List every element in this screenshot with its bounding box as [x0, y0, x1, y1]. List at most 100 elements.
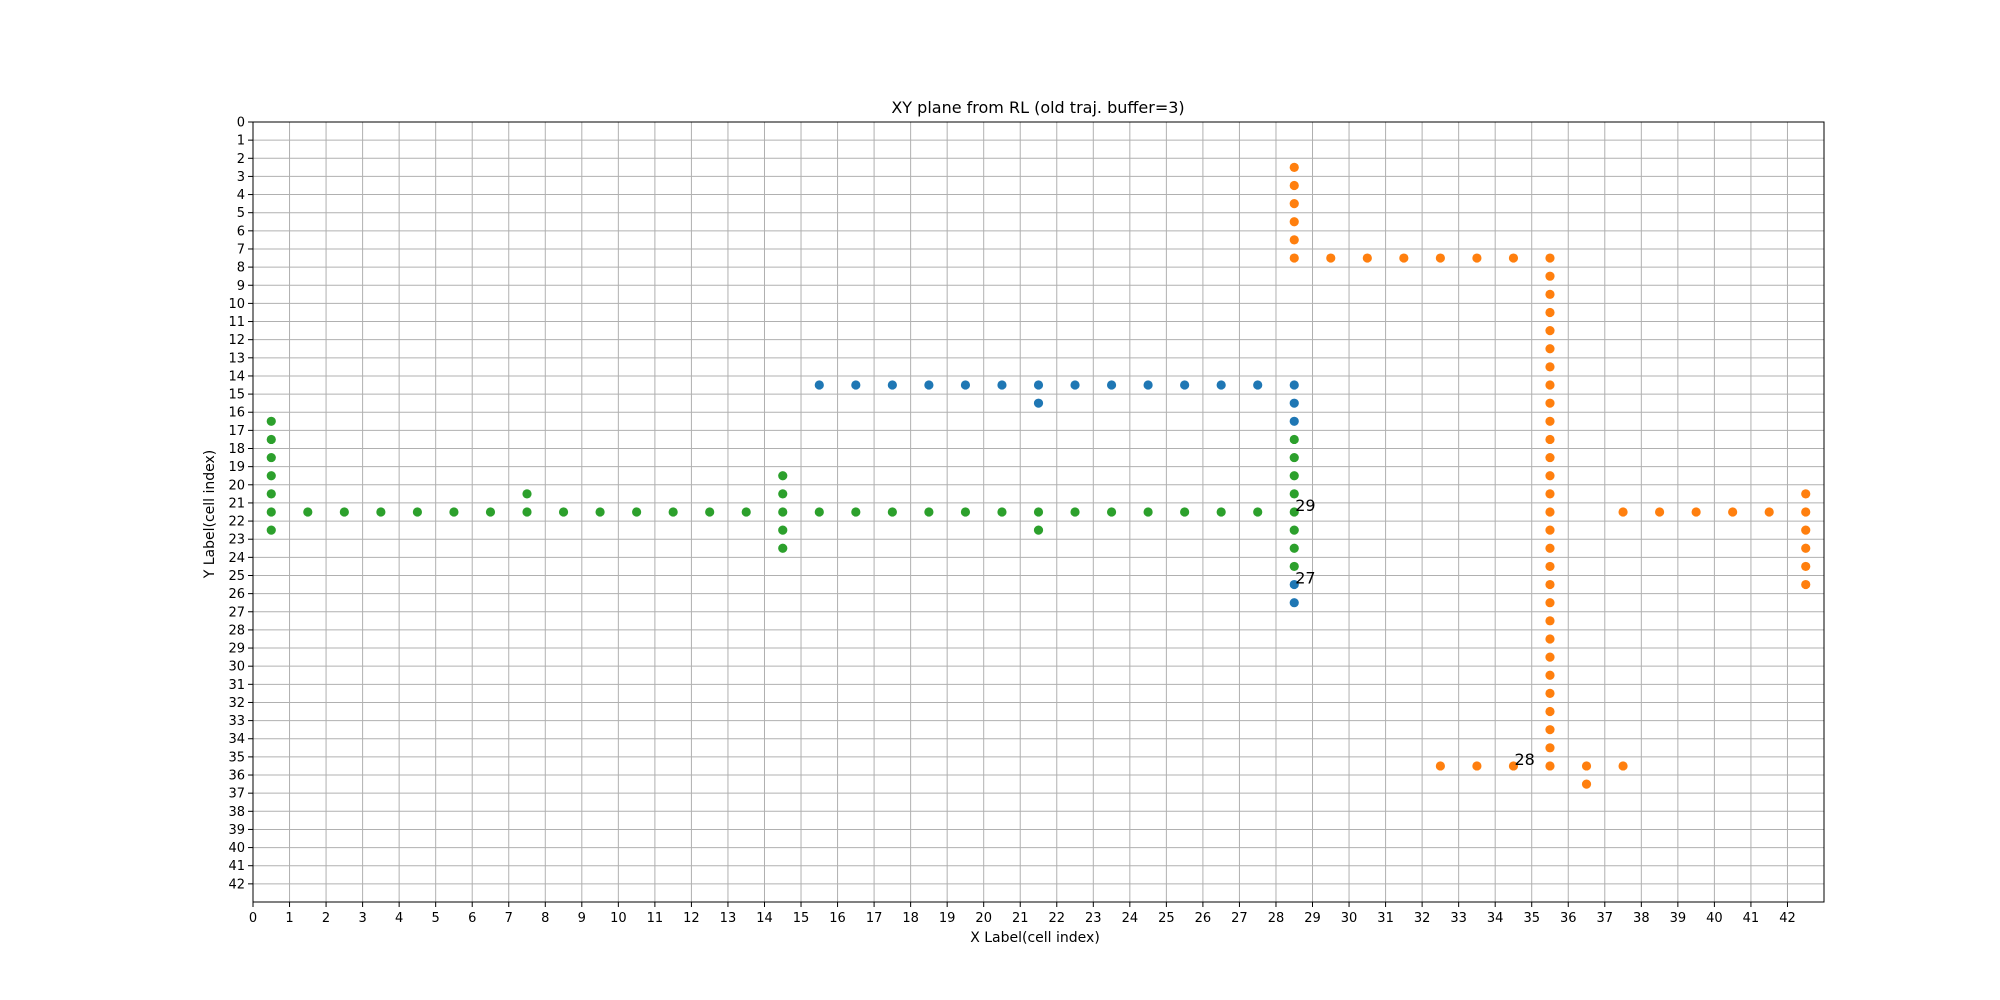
- data-point: [266, 434, 276, 445]
- data-point: [1033, 380, 1044, 390]
- data-point: [266, 489, 276, 499]
- data-point: [1545, 743, 1555, 753]
- data-point: [1289, 398, 1299, 408]
- y-tick-label: 22: [228, 515, 245, 530]
- data-point: [1545, 688, 1555, 698]
- data-point: [1289, 380, 1299, 390]
- data-point: [449, 507, 459, 517]
- annotations: 29 27 28: [1295, 496, 1535, 769]
- y-tick-label: 9: [237, 279, 245, 294]
- y-tick-label: 19: [228, 460, 245, 475]
- point-annotation: 28: [1514, 750, 1534, 769]
- x-tick-label: 4: [395, 911, 403, 926]
- x-axis-label: X Label(cell index): [970, 930, 1100, 946]
- data-point: [1033, 507, 1044, 517]
- y-tick-label: 12: [228, 333, 245, 348]
- data-point: [924, 380, 934, 390]
- x-tick-label: 13: [720, 911, 737, 926]
- data-point: [303, 507, 313, 517]
- data-point: [1545, 561, 1555, 572]
- data-point: [668, 507, 678, 517]
- data-point: [851, 507, 861, 517]
- data-point: [266, 416, 276, 426]
- y-tick-label: 23: [228, 533, 245, 548]
- data-point: [887, 507, 897, 517]
- data-point: [1289, 162, 1299, 172]
- data-point: [1545, 307, 1555, 318]
- x-tick-label: 34: [1487, 911, 1504, 926]
- y-tick-label: 40: [228, 841, 245, 856]
- data-point: [1289, 561, 1299, 572]
- y-tick-label: 18: [228, 442, 245, 457]
- x-tick-label: 40: [1706, 911, 1723, 926]
- data-point: [1691, 507, 1701, 517]
- data-point: [632, 507, 642, 517]
- data-point: [1545, 326, 1555, 336]
- x-tick-label: 27: [1231, 911, 1248, 926]
- data-point: [1545, 634, 1555, 644]
- data-point: [1070, 507, 1080, 517]
- data-point: [1143, 380, 1153, 390]
- data-point: [1289, 180, 1299, 191]
- data-point: [1289, 489, 1299, 499]
- x-tick-label: 30: [1341, 911, 1358, 926]
- x-tick-label: 15: [793, 911, 810, 926]
- data-point: [1545, 525, 1555, 535]
- y-tick-label: 17: [228, 424, 245, 439]
- data-point: [1216, 507, 1226, 517]
- data-point: [1070, 380, 1080, 390]
- y-tick-label: 13: [228, 351, 245, 366]
- data-point: [412, 507, 423, 517]
- data-point: [1545, 434, 1555, 445]
- x-tick-label: 41: [1743, 911, 1760, 926]
- chart-title: XY plane from RL (old traj. buffer=3): [891, 98, 1184, 117]
- data-point: [1253, 507, 1263, 517]
- x-tick-label: 2: [322, 911, 330, 926]
- data-point: [376, 507, 386, 517]
- data-point: [778, 543, 788, 553]
- data-point: [1581, 761, 1592, 771]
- x-tick-label: 18: [902, 911, 919, 926]
- y-tick-label: 21: [228, 496, 245, 511]
- y-tick-label: 42: [228, 877, 245, 892]
- data-point: [1545, 452, 1555, 463]
- data-point: [1435, 761, 1445, 771]
- x-tick-label: 26: [1195, 911, 1212, 926]
- y-tick-label: 16: [228, 406, 245, 421]
- data-point: [1472, 253, 1482, 263]
- x-tick-label: 16: [829, 911, 846, 926]
- y-axis-label: Y Label(cell index): [202, 450, 218, 580]
- data-point: [522, 507, 532, 517]
- y-tick-label: 36: [228, 769, 245, 784]
- data-point: [1326, 253, 1336, 263]
- data-point: [266, 525, 276, 535]
- data-point: [1253, 380, 1263, 390]
- data-point: [960, 380, 971, 390]
- data-point: [1801, 579, 1811, 590]
- data-point: [1545, 725, 1555, 735]
- x-tick-label: 14: [756, 911, 773, 926]
- y-tick-label: 32: [228, 696, 245, 711]
- x-tick-label: 29: [1304, 911, 1321, 926]
- data-point: [1508, 253, 1519, 263]
- data-point: [1435, 253, 1445, 263]
- data-point: [1545, 706, 1555, 717]
- data-point: [1801, 489, 1811, 499]
- y-tick-label: 0: [237, 116, 245, 131]
- x-tick-label: 22: [1048, 911, 1065, 926]
- x-tick-label: 35: [1523, 911, 1540, 926]
- y-tick-label: 35: [228, 750, 245, 765]
- data-point: [266, 452, 276, 463]
- y-tick-label: 15: [228, 388, 245, 403]
- x-tick-label: 39: [1670, 911, 1687, 926]
- y-tick-label: 6: [237, 224, 245, 239]
- y-tick-label: 4: [237, 188, 245, 203]
- data-point: [1545, 761, 1555, 771]
- data-point: [778, 507, 788, 517]
- data-point: [1545, 398, 1555, 408]
- data-point: [1545, 416, 1555, 426]
- data-point: [1801, 525, 1811, 535]
- y-tick-label: 29: [228, 642, 245, 657]
